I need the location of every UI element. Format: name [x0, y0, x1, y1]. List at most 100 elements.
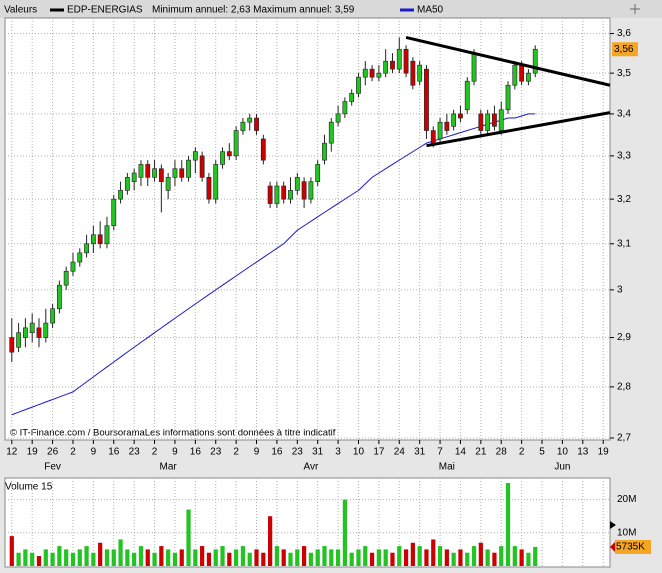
legend-entry: MA50 — [417, 5, 444, 16]
volume-bar — [125, 549, 130, 566]
x-tick-label: 3 — [335, 447, 341, 458]
volume-bar — [234, 549, 239, 566]
x-tick-label: 14 — [455, 447, 467, 458]
candle-body — [77, 252, 83, 263]
volume-bar — [104, 549, 110, 566]
candle-body — [233, 130, 239, 157]
month-label: Jun — [554, 462, 570, 473]
month-label: Fev — [44, 462, 61, 473]
volume-bar — [9, 536, 14, 566]
volume-bar — [471, 546, 477, 566]
volume-bar — [356, 549, 361, 566]
volume-bar — [16, 552, 21, 566]
candle-body — [396, 48, 402, 70]
legend-bar — [0, 0, 662, 18]
volume-bar — [512, 546, 517, 566]
x-tick-label: 19 — [27, 447, 39, 458]
candle-body — [247, 117, 253, 123]
volume-bar — [363, 546, 368, 566]
candle-body — [485, 113, 491, 131]
month-label: Avr — [303, 462, 318, 473]
candle-body — [274, 185, 280, 204]
candle-body — [451, 113, 457, 127]
volume-bar — [159, 546, 164, 566]
candle-body — [505, 84, 511, 111]
volume-bar — [417, 546, 422, 566]
volume-bar — [465, 552, 470, 566]
volume-bar — [98, 542, 103, 566]
volume-bar — [397, 546, 402, 566]
x-tick-label: 31 — [414, 447, 426, 458]
volume-bar — [492, 552, 497, 566]
icon — [630, 4, 640, 14]
x-tick-label: 24 — [394, 447, 406, 458]
candle-body — [328, 121, 334, 144]
candle-body — [97, 234, 103, 245]
volume-bar — [64, 549, 69, 566]
volume-bar — [23, 549, 28, 566]
x-tick-label: 10 — [353, 447, 365, 458]
x-tick-label: 9 — [172, 447, 178, 458]
volume-bar — [36, 556, 42, 566]
volume-bar — [193, 549, 198, 566]
candle-body — [308, 181, 314, 200]
x-tick-label: 5 — [539, 447, 545, 458]
candle-body — [131, 172, 137, 182]
volume-bar — [322, 546, 327, 566]
candle-body — [478, 113, 484, 131]
candle-body — [349, 93, 355, 102]
month-label: Mar — [160, 462, 178, 473]
footer: © IT-Finance.com / BoursoramaLes informa… — [10, 428, 336, 439]
candle-body — [335, 113, 341, 123]
candle-body — [22, 327, 28, 338]
x-tick-label: 21 — [475, 447, 487, 458]
x-tick-label: 13 — [577, 447, 589, 458]
volume-bar — [505, 483, 511, 566]
volume-bar — [329, 549, 334, 566]
x-tick-label: 16 — [108, 447, 120, 458]
volume-bar — [254, 549, 259, 566]
y-tick-label: 2,8 — [617, 382, 631, 393]
volume-bar — [172, 552, 178, 566]
x-tick-label: 9 — [91, 447, 97, 458]
y-tick-label: 2,9 — [617, 332, 631, 343]
x-tick-label: 16 — [271, 447, 283, 458]
volume-bar — [451, 552, 456, 566]
candle-body — [29, 322, 35, 333]
candle-body — [281, 185, 287, 200]
ma-line — [11, 113, 536, 416]
volume-bar — [526, 552, 531, 566]
y-tick-label: 3,1 — [617, 238, 631, 249]
volume-bar — [308, 552, 314, 566]
volume-marker — [610, 541, 615, 552]
volume-bar — [145, 549, 150, 566]
volume-bar — [240, 546, 246, 566]
y-tick-label: 3,4 — [617, 109, 631, 120]
last-volume-label: 5735K — [616, 542, 645, 553]
candle-body — [383, 60, 389, 74]
volume-bar — [499, 546, 504, 566]
volume-bar — [152, 552, 157, 566]
candle-body — [206, 177, 212, 200]
x-tick-label: 28 — [496, 447, 508, 458]
volume-bar — [410, 542, 415, 566]
volume-bar — [458, 549, 463, 566]
candle-body — [36, 327, 42, 338]
volume-bar — [179, 549, 184, 566]
volume-bar — [444, 549, 449, 566]
candle-body — [213, 164, 219, 200]
candle-body — [50, 308, 55, 324]
candle-body — [342, 101, 348, 115]
trendline — [426, 111, 611, 148]
volume-bar — [315, 549, 320, 566]
candle-body — [369, 68, 375, 78]
last-volume-box — [615, 539, 651, 554]
annual-range: Minimum annuel: 2,63 Maximum annuel: 3,5… — [152, 5, 355, 16]
candle-body — [437, 121, 443, 140]
candle-body — [118, 190, 123, 200]
candle-body — [390, 60, 395, 70]
volume-bar — [288, 552, 293, 566]
volume-bar — [166, 549, 171, 566]
volume-bar — [138, 546, 144, 566]
candle-body — [376, 72, 382, 78]
